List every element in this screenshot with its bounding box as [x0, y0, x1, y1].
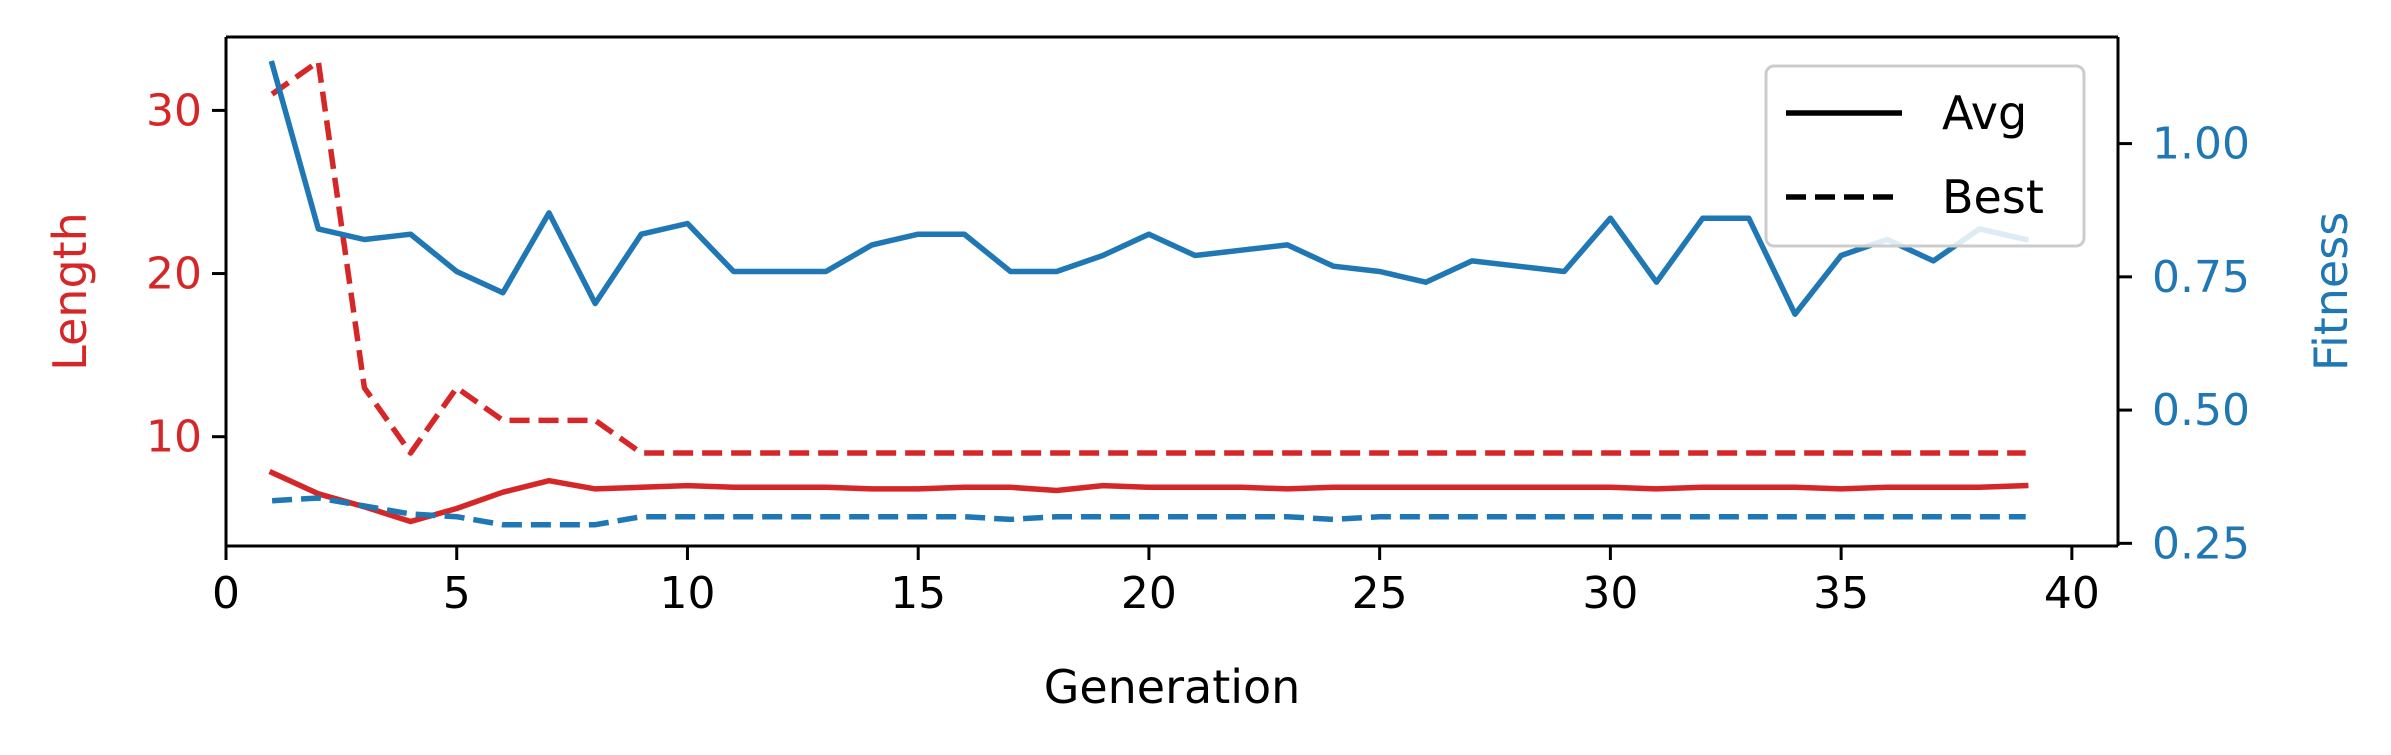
x-tick-label: 5: [443, 568, 471, 619]
x-axis-title: Generation: [1044, 660, 1301, 714]
x-tick-label: 20: [1121, 568, 1177, 619]
fitness-avg-line: [268, 60, 2029, 317]
y-left-tick-label: 10: [146, 412, 202, 463]
length-avg-line: [268, 468, 2029, 525]
y-right-tick-label: 0.50: [2152, 385, 2250, 436]
x-tick-label: 35: [1813, 568, 1869, 619]
x-tick-label: 40: [2044, 568, 2100, 619]
y-left-axis-title: Length: [43, 212, 97, 371]
x-tick-label: 25: [1352, 568, 1408, 619]
x-tick-label: 0: [212, 568, 240, 619]
y-right-axis-title: Fitness: [2304, 212, 2358, 371]
x-tick-label: 10: [659, 568, 715, 619]
y-left-tick-label: 20: [146, 249, 202, 300]
fitness-best-line: [271, 495, 2026, 528]
legend-label-best: Best: [1942, 170, 2044, 224]
x-tick-label: 30: [1582, 568, 1638, 619]
legend-label-avg: Avg: [1942, 86, 2027, 140]
y-right-tick-label: 0.75: [2152, 252, 2250, 303]
y-left-tick-label: 30: [146, 85, 202, 136]
y-right-tick-label: 1.00: [2152, 119, 2250, 170]
x-tick-label: 15: [890, 568, 946, 619]
legend: Avg Best: [1764, 64, 2086, 248]
length-best-line: [270, 58, 2026, 456]
series-layer: [268, 58, 2029, 528]
axes-layer: 0 5 10 15 20 25 30 35 40 10 20 30 0.25 0.50 0.75 1.00 Ge…: [43, 35, 2358, 714]
y-right-tick-label: 0.25: [2152, 518, 2250, 569]
